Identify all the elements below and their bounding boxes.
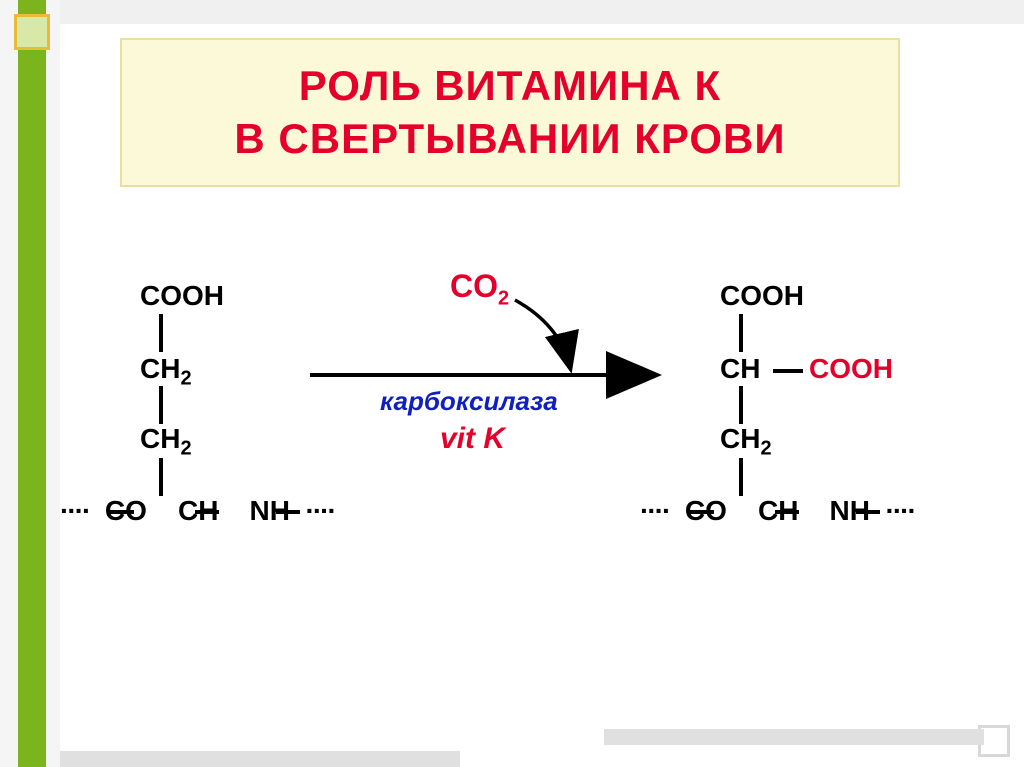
corner-top-left: [14, 14, 50, 50]
product-bond-2: [739, 386, 743, 424]
title-line1: РОЛЬ ВИТАМИНА К: [152, 60, 868, 113]
vitk-label: vit K: [440, 422, 505, 456]
enzyme-label: карбоксилаза: [380, 386, 558, 417]
product-bond-1: [739, 314, 743, 352]
co2-label: CO2: [450, 268, 509, 310]
substrate-backbone-bond-2: [195, 510, 219, 514]
product-ch2: CH2: [720, 425, 772, 459]
substrate-backbone-bond-3: [276, 510, 300, 514]
substrate-ch2-top: CH2: [140, 355, 192, 389]
substrate-bond-1: [159, 314, 163, 352]
frame-top-bar: [0, 0, 1024, 24]
substrate-bond-3: [159, 458, 163, 496]
title-box: РОЛЬ ВИТАМИНА К В СВЕРТЫВАНИИ КРОВИ: [120, 38, 900, 187]
substrate-backbone-bond-1: [110, 510, 134, 514]
product-added-cooh: COOH: [809, 355, 893, 383]
substrate-bond-2: [159, 386, 163, 424]
product-backbone-bond-1: [690, 510, 714, 514]
substrate-ch2-bottom: CH2: [140, 425, 192, 459]
frame-left-accent: [18, 0, 46, 767]
product-cooh: COOH: [720, 282, 804, 310]
substrate-cooh: COOH: [140, 282, 224, 310]
frame-bottom-left: [60, 751, 460, 767]
product-backbone-bond-2: [775, 510, 799, 514]
product-bond-3: [739, 458, 743, 496]
product-backbone-bond-3: [856, 510, 880, 514]
title-line2: В СВЕРТЫВАНИИ КРОВИ: [152, 113, 868, 166]
product-ch-cooh-bond: [773, 369, 803, 373]
frame-bottom-right: [604, 729, 984, 745]
product-ch: CH: [720, 355, 760, 383]
